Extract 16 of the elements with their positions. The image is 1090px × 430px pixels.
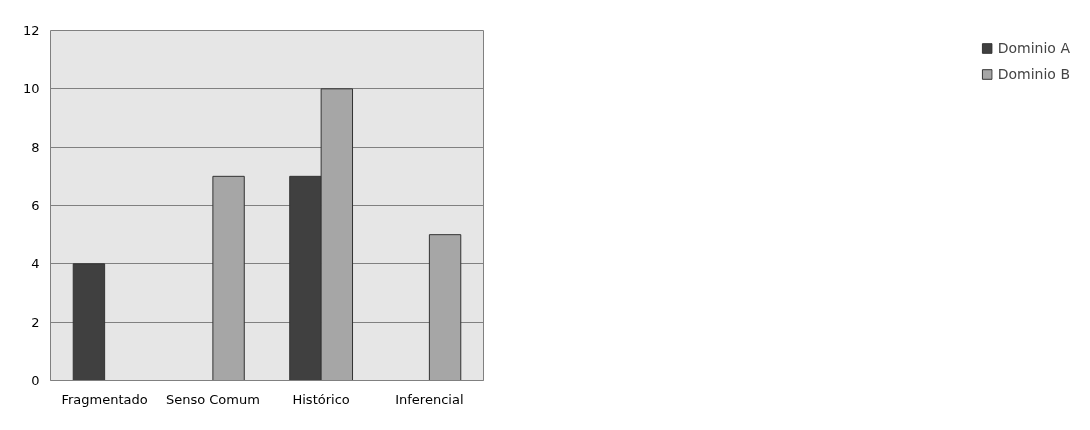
y-tick-label: 0	[31, 373, 40, 388]
y-tick-label: 10	[22, 81, 40, 97]
y-tick-label: 6	[31, 198, 40, 213]
legend-label: Dominio B	[997, 66, 1070, 82]
x-tick-label: Histórico	[292, 391, 350, 407]
y-tick-label: 8	[31, 139, 40, 155]
bar	[428, 234, 462, 381]
x-tick-label: Senso Comum	[165, 391, 260, 407]
y-tick-label: 2	[31, 314, 40, 330]
legend-label: Dominio A	[997, 40, 1070, 56]
y-tick-label: 12	[22, 23, 40, 38]
x-tick-label: Fragmentado	[61, 391, 148, 407]
y-tick-label: 4	[31, 256, 40, 272]
x-tick-label: Inferencial	[395, 391, 464, 407]
bar	[72, 263, 106, 381]
bar	[212, 175, 245, 381]
